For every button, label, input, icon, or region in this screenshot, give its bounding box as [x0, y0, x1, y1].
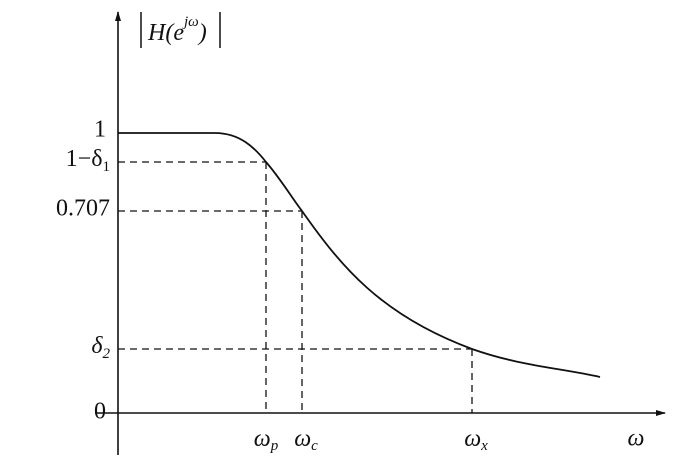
x-point-label: ωx [464, 426, 488, 455]
label-sub: x [480, 438, 488, 454]
label-part: H(e [147, 20, 184, 46]
y-level-label: δ2 [91, 333, 110, 363]
label-main: ω [464, 426, 481, 452]
label-sub: 2 [103, 346, 111, 362]
y-level-label: 0 [94, 399, 106, 425]
x-point-label: ωp [254, 426, 279, 455]
y-level-label: 0.707 [56, 196, 110, 222]
y-level-label: 1−δ1 [66, 146, 110, 176]
response-curve [118, 132, 601, 378]
x-point-label: ωc [294, 426, 318, 455]
label-sub: p [270, 438, 279, 454]
label-main: δ [91, 333, 103, 359]
label-superscript: jω [182, 14, 199, 30]
y-axis-label: H(ejω) [147, 14, 207, 45]
y-level-label: 1 [94, 117, 106, 143]
label-main: 1−δ [66, 146, 103, 172]
label-main: ω [254, 426, 271, 452]
x-axis-label: ω [628, 426, 645, 452]
guides [118, 161, 473, 413]
label-main: ω [294, 426, 311, 452]
label-part: ) [197, 20, 207, 46]
label-sub: c [311, 438, 318, 454]
label-sub: 1 [103, 159, 111, 175]
